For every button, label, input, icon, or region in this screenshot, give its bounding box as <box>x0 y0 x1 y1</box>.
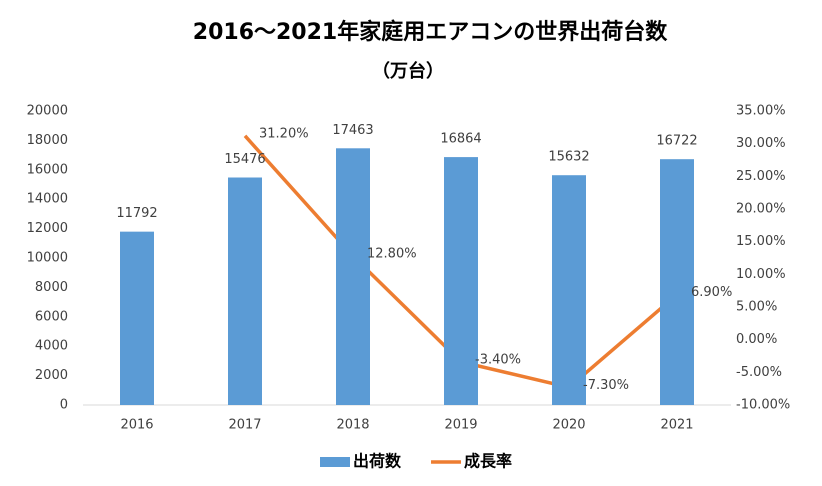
y2-tick-label: 30.00% <box>736 136 786 151</box>
y-tick-label: 20000 <box>27 104 68 119</box>
data-label: 6.90% <box>691 285 732 300</box>
y-tick-label: 8000 <box>35 280 68 295</box>
y2-tick-label: 10.00% <box>736 267 786 282</box>
chart-title: 2016～2021年家庭用エアコンの世界出荷台数 <box>193 19 668 45</box>
legend-label: 成長率 <box>464 452 512 471</box>
bar <box>228 177 262 405</box>
data-label: -7.30% <box>583 378 629 393</box>
y-tick-label: 4000 <box>35 339 68 354</box>
x-tick-label: 2018 <box>336 418 369 433</box>
y-tick-label: 0 <box>60 398 68 413</box>
data-label: -3.40% <box>475 352 521 367</box>
data-label: 12.80% <box>367 247 417 262</box>
y-tick-label: 10000 <box>27 251 68 266</box>
legend-swatch <box>320 457 350 467</box>
y2-tick-label: -10.00% <box>736 398 790 413</box>
data-label: 17463 <box>332 123 373 138</box>
x-tick-label: 2019 <box>444 418 477 433</box>
bar <box>552 175 586 405</box>
x-tick-label: 2017 <box>228 418 261 433</box>
data-label: 16864 <box>440 132 481 147</box>
x-tick-label: 2021 <box>660 418 693 433</box>
y2-tick-label: 20.00% <box>736 202 786 217</box>
bar <box>120 231 154 405</box>
y-tick-label: 18000 <box>27 133 68 148</box>
chart-subtitle: （万台） <box>372 60 444 82</box>
x-tick-label: 2020 <box>552 418 585 433</box>
y2-tick-label: 15.00% <box>736 234 786 249</box>
y2-tick-label: -5.00% <box>736 365 782 380</box>
data-label: 11792 <box>116 206 157 221</box>
y2-tick-label: 0.00% <box>736 332 777 347</box>
data-label: 15476 <box>224 152 265 167</box>
y-tick-label: 6000 <box>35 309 68 324</box>
bar <box>660 159 694 405</box>
data-label: 16722 <box>656 134 697 149</box>
data-label: 15632 <box>548 150 589 165</box>
y2-tick-label: 35.00% <box>736 104 786 119</box>
bar <box>336 148 370 406</box>
x-tick-label: 2016 <box>120 418 153 433</box>
y-tick-label: 2000 <box>35 368 68 383</box>
bar <box>444 157 478 405</box>
y2-tick-label: 25.00% <box>736 169 786 184</box>
data-label: 31.20% <box>259 126 309 141</box>
y-tick-label: 14000 <box>27 192 68 207</box>
legend-label: 出荷数 <box>353 452 402 471</box>
y-tick-label: 12000 <box>27 221 68 236</box>
y-tick-label: 16000 <box>27 162 68 177</box>
y2-tick-label: 5.00% <box>736 300 777 315</box>
